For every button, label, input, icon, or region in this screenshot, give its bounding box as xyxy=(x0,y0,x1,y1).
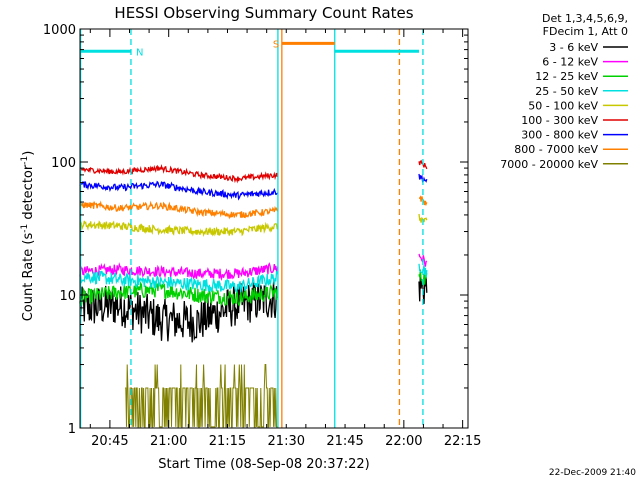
series-800-7000-kev-segment-0 xyxy=(79,200,278,220)
legend-label-3-6-kev: 3 - 6 keV xyxy=(549,41,598,54)
legend-header-line-1: Det 1,3,4,5,6,9, xyxy=(542,12,628,25)
y-tick-label-10: 10 xyxy=(59,289,76,304)
legend-header-line-2: FDecim 1, Att 0 xyxy=(543,25,628,38)
x-tick-label-22-15: 22:15 xyxy=(444,434,481,449)
plot-frame xyxy=(79,28,469,429)
plot-area: NS xyxy=(79,29,428,428)
axes: 1 10 100 1000 20:45 21:00 21:15 21:30 21:45 22:00… xyxy=(43,23,481,449)
series-100-300-kev-segment-0 xyxy=(80,163,279,184)
legend: Det 1,3,4,5,6,9, FDecim 1, Att 0 3 - 6 k… xyxy=(500,12,628,171)
x-tick-label-21-30: 21:30 xyxy=(268,434,305,449)
state-label-s: S xyxy=(273,39,279,50)
y-tick-label-100: 100 xyxy=(51,156,76,171)
series-6-12-kev-segment-1 xyxy=(418,253,428,267)
legend-label-12-25-kev: 12 - 25 keV xyxy=(535,70,598,83)
legend-label-100-300-kev: 100 - 300 keV xyxy=(521,114,598,127)
series-6-12-kev-segment-0 xyxy=(79,262,279,282)
x-tick-label-20-45: 20:45 xyxy=(91,434,128,449)
x-axis-label: Start Time (08-Sep-08 20:37:22) xyxy=(158,457,369,472)
y-tick-label-1: 1 xyxy=(68,422,76,437)
legend-label-6-12-kev: 6 - 12 keV xyxy=(542,56,598,69)
legend-label-800-7000-kev: 800 - 7000 keV xyxy=(514,143,598,156)
series-25-50-kev-segment-0 xyxy=(79,270,279,294)
y-tick-label-1000: 1000 xyxy=(43,23,76,38)
x-tick-label-21-45: 21:45 xyxy=(326,434,363,449)
legend-label-7000-20000-kev: 7000 - 20000 keV xyxy=(500,158,598,171)
y-axis-label: Count Rate (s-1 detector-1) xyxy=(20,151,36,322)
x-tick-label-21-15: 21:15 xyxy=(209,434,246,449)
legend-label-300-800-kev: 300 - 800 keV xyxy=(521,129,598,142)
state-label-n: N xyxy=(136,47,143,58)
x-tick-label-21-00: 21:00 xyxy=(150,434,187,449)
legend-label-50-100-kev: 50 - 100 keV xyxy=(528,99,598,112)
series-300-800-kev-segment-0 xyxy=(79,180,278,201)
series-7000-20000-kev-segment-0 xyxy=(125,364,278,428)
chart-title: HESSI Observing Summary Count Rates xyxy=(114,4,413,22)
legend-label-25-50-kev: 25 - 50 keV xyxy=(535,85,598,98)
x-tick-label-22-00: 22:00 xyxy=(385,434,422,449)
footer-date: 22-Dec-2009 21:40 xyxy=(549,468,636,478)
series-12-25-kev-segment-0 xyxy=(79,280,279,307)
series-50-100-kev-segment-0 xyxy=(79,220,279,238)
